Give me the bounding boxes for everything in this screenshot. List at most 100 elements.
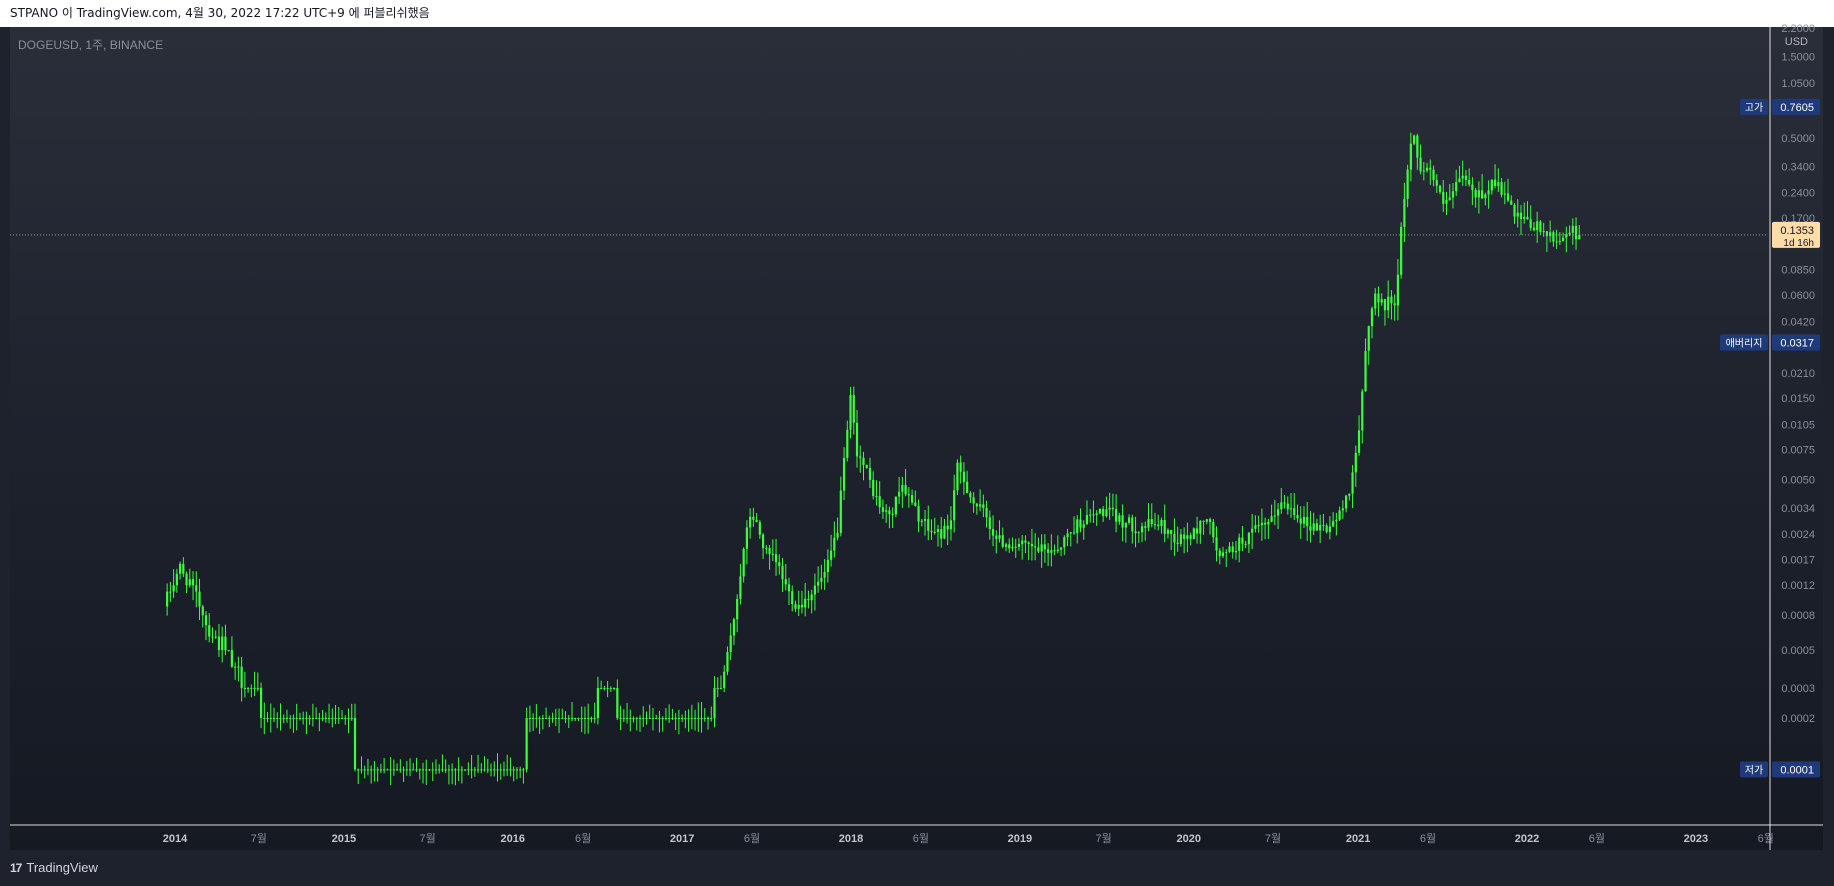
time-tick-11: 7월 <box>1096 832 1112 845</box>
candle-body-283 <box>1082 524 1085 528</box>
time-tick-15: 6월 <box>1420 832 1436 845</box>
candle-body-297 <box>1127 517 1131 523</box>
candle-body-128 <box>580 718 583 719</box>
candle-body-34 <box>276 718 279 719</box>
candle-body-185 <box>765 548 768 550</box>
candle-body-406 <box>1481 190 1484 199</box>
marker-value-2: 0.0317 <box>1780 337 1814 349</box>
candle-body-405 <box>1477 190 1480 198</box>
marker-value-0: 0.7605 <box>1780 102 1814 114</box>
candle-body-351 <box>1302 516 1306 524</box>
candle-body-336 <box>1254 525 1257 529</box>
candle-body-302 <box>1144 526 1147 528</box>
footer-logo[interactable]: 17 TradingView <box>10 860 98 875</box>
chart-background <box>10 27 1823 850</box>
candle-body-222 <box>885 510 888 512</box>
candle-body-345 <box>1283 502 1286 504</box>
candle-body-419 <box>1523 216 1526 219</box>
candle-body-268 <box>1034 546 1037 548</box>
candle-body-295 <box>1121 515 1124 528</box>
candle-body-233 <box>920 520 923 522</box>
candle-body-188 <box>774 554 778 563</box>
candle-body-330 <box>1234 550 1238 553</box>
candle-body-86 <box>444 769 447 771</box>
candle-body-413 <box>1503 193 1506 195</box>
candle-body-6 <box>185 573 188 586</box>
candle-body-306 <box>1157 524 1160 527</box>
candle-body-108 <box>515 769 519 771</box>
candle-body-224 <box>891 514 894 516</box>
candle-body-40 <box>295 718 298 719</box>
candle-body-290 <box>1105 509 1108 517</box>
candle-body-207 <box>836 532 839 538</box>
candle-body-49 <box>324 718 327 719</box>
candle-body-25 <box>247 687 250 689</box>
candle-body-187 <box>771 553 774 555</box>
candle-body-410 <box>1493 179 1497 186</box>
candle-body-95 <box>473 769 476 771</box>
candle-body-12 <box>204 615 208 626</box>
candle-body-113 <box>532 718 535 719</box>
brand-text: TradingView <box>26 860 98 875</box>
candle-body-325 <box>1218 550 1221 557</box>
price-tick-7: 0.0850 <box>1781 264 1815 276</box>
candle-body-173 <box>726 652 729 672</box>
candle-body-255 <box>991 529 995 536</box>
price-tick-4: 0.3400 <box>1781 162 1815 174</box>
candle-body-348 <box>1293 508 1296 516</box>
candle-body-5 <box>182 563 185 574</box>
time-tick-13: 7월 <box>1265 832 1281 845</box>
candle-body-269 <box>1037 547 1040 552</box>
candle-body-393 <box>1438 185 1442 192</box>
candle-body-272 <box>1047 549 1050 553</box>
candle-body-275 <box>1056 549 1059 552</box>
candle-body-264 <box>1021 540 1024 544</box>
time-tick-17: 6월 <box>1589 832 1605 845</box>
candle-body-387 <box>1419 157 1422 172</box>
candle-body-120 <box>554 718 557 719</box>
candle-body-340 <box>1267 521 1270 525</box>
candle-body-342 <box>1273 515 1276 517</box>
time-tick-6: 2017 <box>670 833 694 845</box>
candle-body-27 <box>253 687 256 689</box>
candle-body-48 <box>321 718 324 719</box>
candle-body-134 <box>600 687 603 689</box>
candle-body-277 <box>1063 537 1066 548</box>
candle-body-114 <box>535 718 538 719</box>
symbol-label[interactable]: DOGEUSD, 1주, BINANCE <box>18 38 164 52</box>
candle-body-141 <box>622 718 625 719</box>
marker-name-box-0 <box>1740 98 1768 115</box>
candle-body-322 <box>1208 519 1212 522</box>
candle-body-292 <box>1111 507 1114 510</box>
candle-body-321 <box>1205 519 1208 522</box>
candle-body-408 <box>1487 190 1490 195</box>
candle-body-135 <box>603 687 606 689</box>
candle-body-132 <box>593 718 596 719</box>
candle-body-411 <box>1497 182 1500 186</box>
candle-body-84 <box>438 769 441 771</box>
candle-body-152 <box>658 718 661 719</box>
candle-body-198 <box>807 598 810 601</box>
candle-body-192 <box>787 584 791 592</box>
candle-body-382 <box>1403 198 1406 227</box>
price-tick-11: 0.0150 <box>1781 393 1815 405</box>
candle-body-314 <box>1183 534 1186 539</box>
candle-body-181 <box>752 516 755 520</box>
candle-body-395 <box>1445 200 1448 204</box>
candle-body-254 <box>988 517 991 530</box>
candle-body-256 <box>995 535 998 539</box>
candle-body-143 <box>629 718 632 719</box>
candle-body-436 <box>1578 234 1581 240</box>
candle-body-231 <box>914 502 917 506</box>
time-tick-14: 2021 <box>1346 833 1370 845</box>
candle-body-28 <box>256 687 259 689</box>
candle-body-430 <box>1558 241 1561 243</box>
candle-body-85 <box>441 769 444 771</box>
candle-body-117 <box>544 718 548 719</box>
candle-body-360 <box>1332 521 1335 527</box>
candle-body-190 <box>781 566 784 580</box>
candle-body-214 <box>859 456 862 458</box>
candle-body-151 <box>655 718 658 719</box>
candle-body-110 <box>522 769 525 771</box>
